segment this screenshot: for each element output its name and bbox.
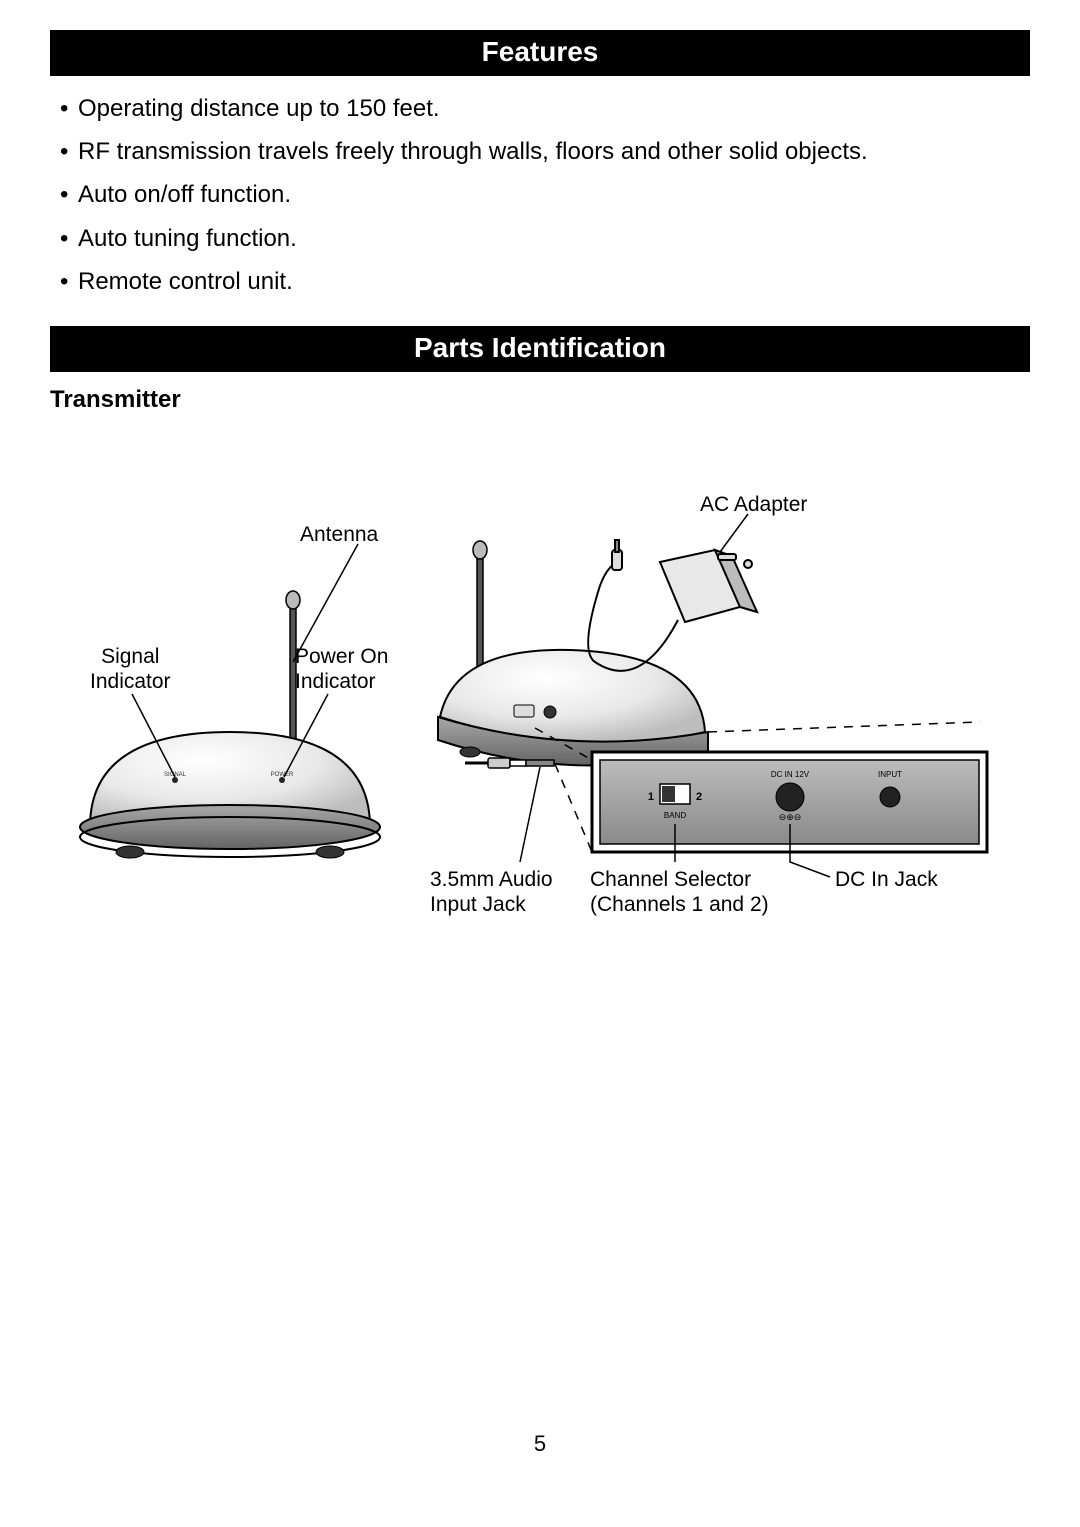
label-signal-indicator: Signal Indicator [90, 644, 171, 694]
label-channel-selector: Channel Selector (Channels 1 and 2) [590, 867, 769, 917]
label-line: Input Jack [430, 893, 526, 916]
label-line: Channel Selector [590, 868, 751, 891]
features-header: Features [50, 30, 1030, 76]
label-line: (Channels 1 and 2) [590, 893, 769, 916]
svg-text:DC IN 12V: DC IN 12V [771, 770, 810, 779]
label-power-on: Power On Indicator [295, 644, 388, 694]
feature-item: Auto tuning function. [60, 220, 1030, 257]
transmitter-diagram: Antenna AC Adapter Signal Indicator Powe… [60, 432, 1020, 972]
svg-text:2: 2 [696, 791, 702, 803]
svg-text:INPUT: INPUT [878, 770, 902, 779]
svg-text:1: 1 [648, 791, 654, 803]
label-line: 3.5mm Audio [430, 868, 553, 891]
parts-header: Parts Identification [50, 326, 1030, 372]
svg-text:BAND: BAND [664, 811, 686, 820]
feature-item: Remote control unit. [60, 263, 1030, 300]
feature-item: RF transmission travels freely through w… [60, 133, 1030, 170]
svg-text:SIGNAL: SIGNAL [164, 772, 187, 778]
features-list: Operating distance up to 150 feet. RF tr… [50, 90, 1030, 326]
feature-item: Auto on/off function. [60, 176, 1030, 213]
label-antenna: Antenna [300, 522, 378, 547]
transmitter-subheading: Transmitter [50, 386, 1030, 414]
svg-text:POWER: POWER [271, 772, 294, 778]
page-number: 5 [0, 1431, 1080, 1457]
label-audio-jack: 3.5mm Audio Input Jack [430, 867, 553, 917]
label-line: Indicator [90, 670, 171, 693]
svg-text:⊖⊕⊖: ⊖⊕⊖ [779, 812, 802, 822]
feature-item: Operating distance up to 150 feet. [60, 90, 1030, 127]
label-dc-in: DC In Jack [835, 867, 938, 892]
label-line: Indicator [295, 670, 376, 693]
label-line: Signal [101, 645, 159, 668]
label-line: Power On [295, 645, 388, 668]
label-ac-adapter: AC Adapter [700, 492, 807, 517]
